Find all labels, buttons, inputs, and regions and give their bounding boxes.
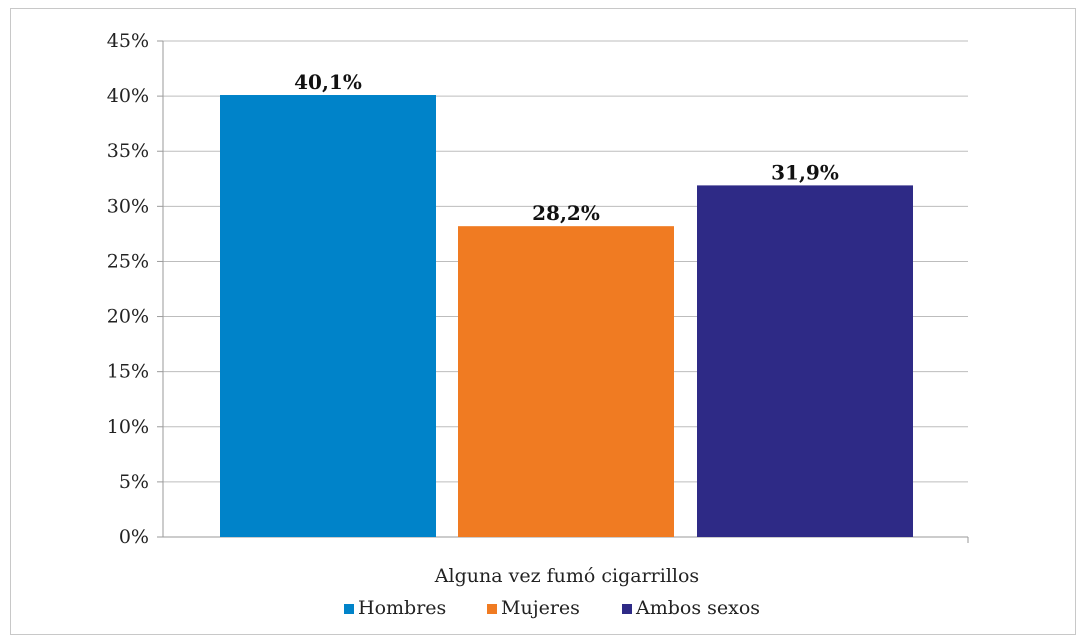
legend-label: Ambos sexos [635,597,760,619]
legend-swatch [622,604,632,614]
y-tick-label: 45% [107,30,149,52]
bar-hombres [220,95,436,538]
x-axis: Alguna vez fumó cigarrillos [434,565,699,587]
data-label: 40,1% [294,70,362,94]
bar-mujeres [458,226,674,537]
y-tick-label: 35% [107,140,149,162]
y-tick-label: 20% [107,306,149,328]
bars [220,95,913,538]
legend-swatch [487,604,497,614]
data-label: 28,2% [532,201,600,225]
bar-ambos-sexos [697,185,913,537]
legend-label: Hombres [358,597,446,619]
legend-label: Mujeres [501,597,580,619]
category-label: Alguna vez fumó cigarrillos [434,565,699,587]
legend: Hombres Mujeres Ambos sexos [344,597,760,619]
y-axis: 0% 5% 10% 15% 20% 25% 30% 35% 40% 45% [107,30,969,548]
y-tick-label: 25% [107,250,149,272]
y-tick-label: 0% [119,526,149,548]
y-tick-label: 40% [107,85,149,107]
y-tick-label: 10% [107,416,149,438]
y-tick-label: 5% [119,471,149,493]
y-tick-label: 30% [107,195,149,217]
y-tick-label: 15% [107,361,149,383]
data-label: 31,9% [771,160,839,184]
data-labels: 40,1% 28,2% 31,9% [294,70,839,225]
legend-swatch [344,604,354,614]
